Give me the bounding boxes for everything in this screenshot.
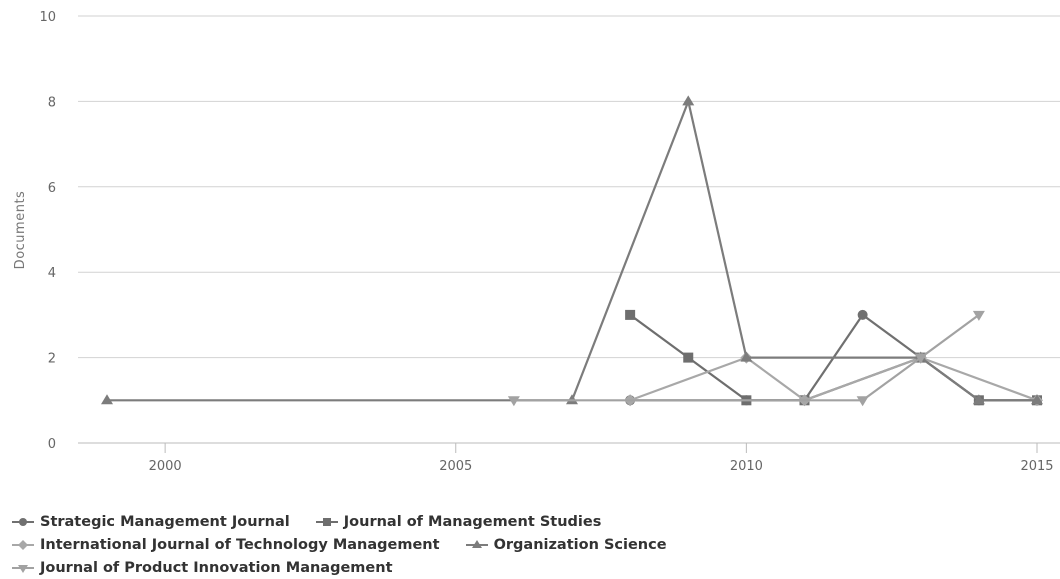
x-tick-label: 2015 [1020, 459, 1053, 474]
point-marker [625, 309, 636, 320]
legend-item[interactable]: Strategic Management Journal [12, 514, 290, 530]
x-tick-label: 2000 [149, 459, 182, 474]
point-marker [18, 564, 28, 573]
point-marker [18, 539, 28, 550]
series-layer [101, 95, 1043, 407]
legend-label: Strategic Management Journal [40, 513, 290, 530]
y-axis-label: Documents [13, 191, 28, 270]
legend-symbol-icon [12, 539, 34, 550]
point-marker [972, 310, 985, 321]
y-axis-ticks: 0 2 4 6 8 10 [39, 10, 56, 452]
y-tick-label: 6 [48, 181, 56, 196]
point-marker [857, 309, 868, 320]
y-tick-label: 10 [39, 10, 56, 25]
legend-item[interactable]: Journal of Management Studies [315, 513, 602, 530]
y-tick-label: 0 [48, 437, 56, 452]
x-tick-label: 2010 [730, 459, 763, 474]
point-marker [683, 352, 694, 363]
x-tick-label: 2005 [439, 459, 472, 474]
legend-label: Journal of Product Innovation Management [40, 559, 393, 576]
line-chart: 0 2 4 6 8 10 2000 2005 2010 2015 Documents [13, 10, 1060, 474]
series-group [507, 310, 985, 407]
point-marker [471, 539, 482, 548]
chart-legend: Strategic Management Journal Journal of M… [12, 510, 1052, 579]
x-axis: 2000 2005 2010 2015 [149, 443, 1054, 474]
legend-label: International Journal of Technology Mana… [40, 536, 440, 553]
series-line [107, 100, 1037, 402]
y-tick-label: 2 [48, 352, 56, 367]
y-tick-label: 4 [48, 266, 56, 281]
point-marker [101, 394, 113, 405]
legend-row: Strategic Management Journal Journal of M… [12, 510, 1052, 533]
legend-row: International Journal of Technology Mana… [12, 533, 1052, 556]
point-marker [682, 95, 695, 106]
point-marker [322, 517, 331, 526]
legend-symbol-icon [12, 517, 34, 526]
legend-label: Journal of Management Studies [343, 513, 602, 530]
legend-symbol-icon [12, 564, 34, 573]
legend-symbol-icon [465, 539, 488, 548]
legend-item[interactable]: Organization Science [465, 536, 667, 553]
legend-label: Organization Science [493, 536, 667, 553]
y-tick-label: 8 [48, 95, 56, 110]
legend-item[interactable]: International Journal of Technology Mana… [12, 537, 440, 553]
series-line [629, 356, 1038, 402]
legend-symbol-icon [315, 517, 338, 526]
legend-row: Journal of Product Innovation Management [12, 556, 1052, 579]
point-marker [740, 351, 753, 362]
point-marker [972, 394, 985, 405]
point-marker [1031, 394, 1043, 405]
point-marker [507, 396, 520, 407]
point-marker [19, 517, 27, 526]
series-line [513, 314, 980, 402]
point-marker [914, 353, 927, 364]
grid-lines [78, 15, 1060, 444]
point-marker [856, 396, 869, 407]
legend-item[interactable]: Journal of Product Innovation Management [12, 560, 393, 576]
